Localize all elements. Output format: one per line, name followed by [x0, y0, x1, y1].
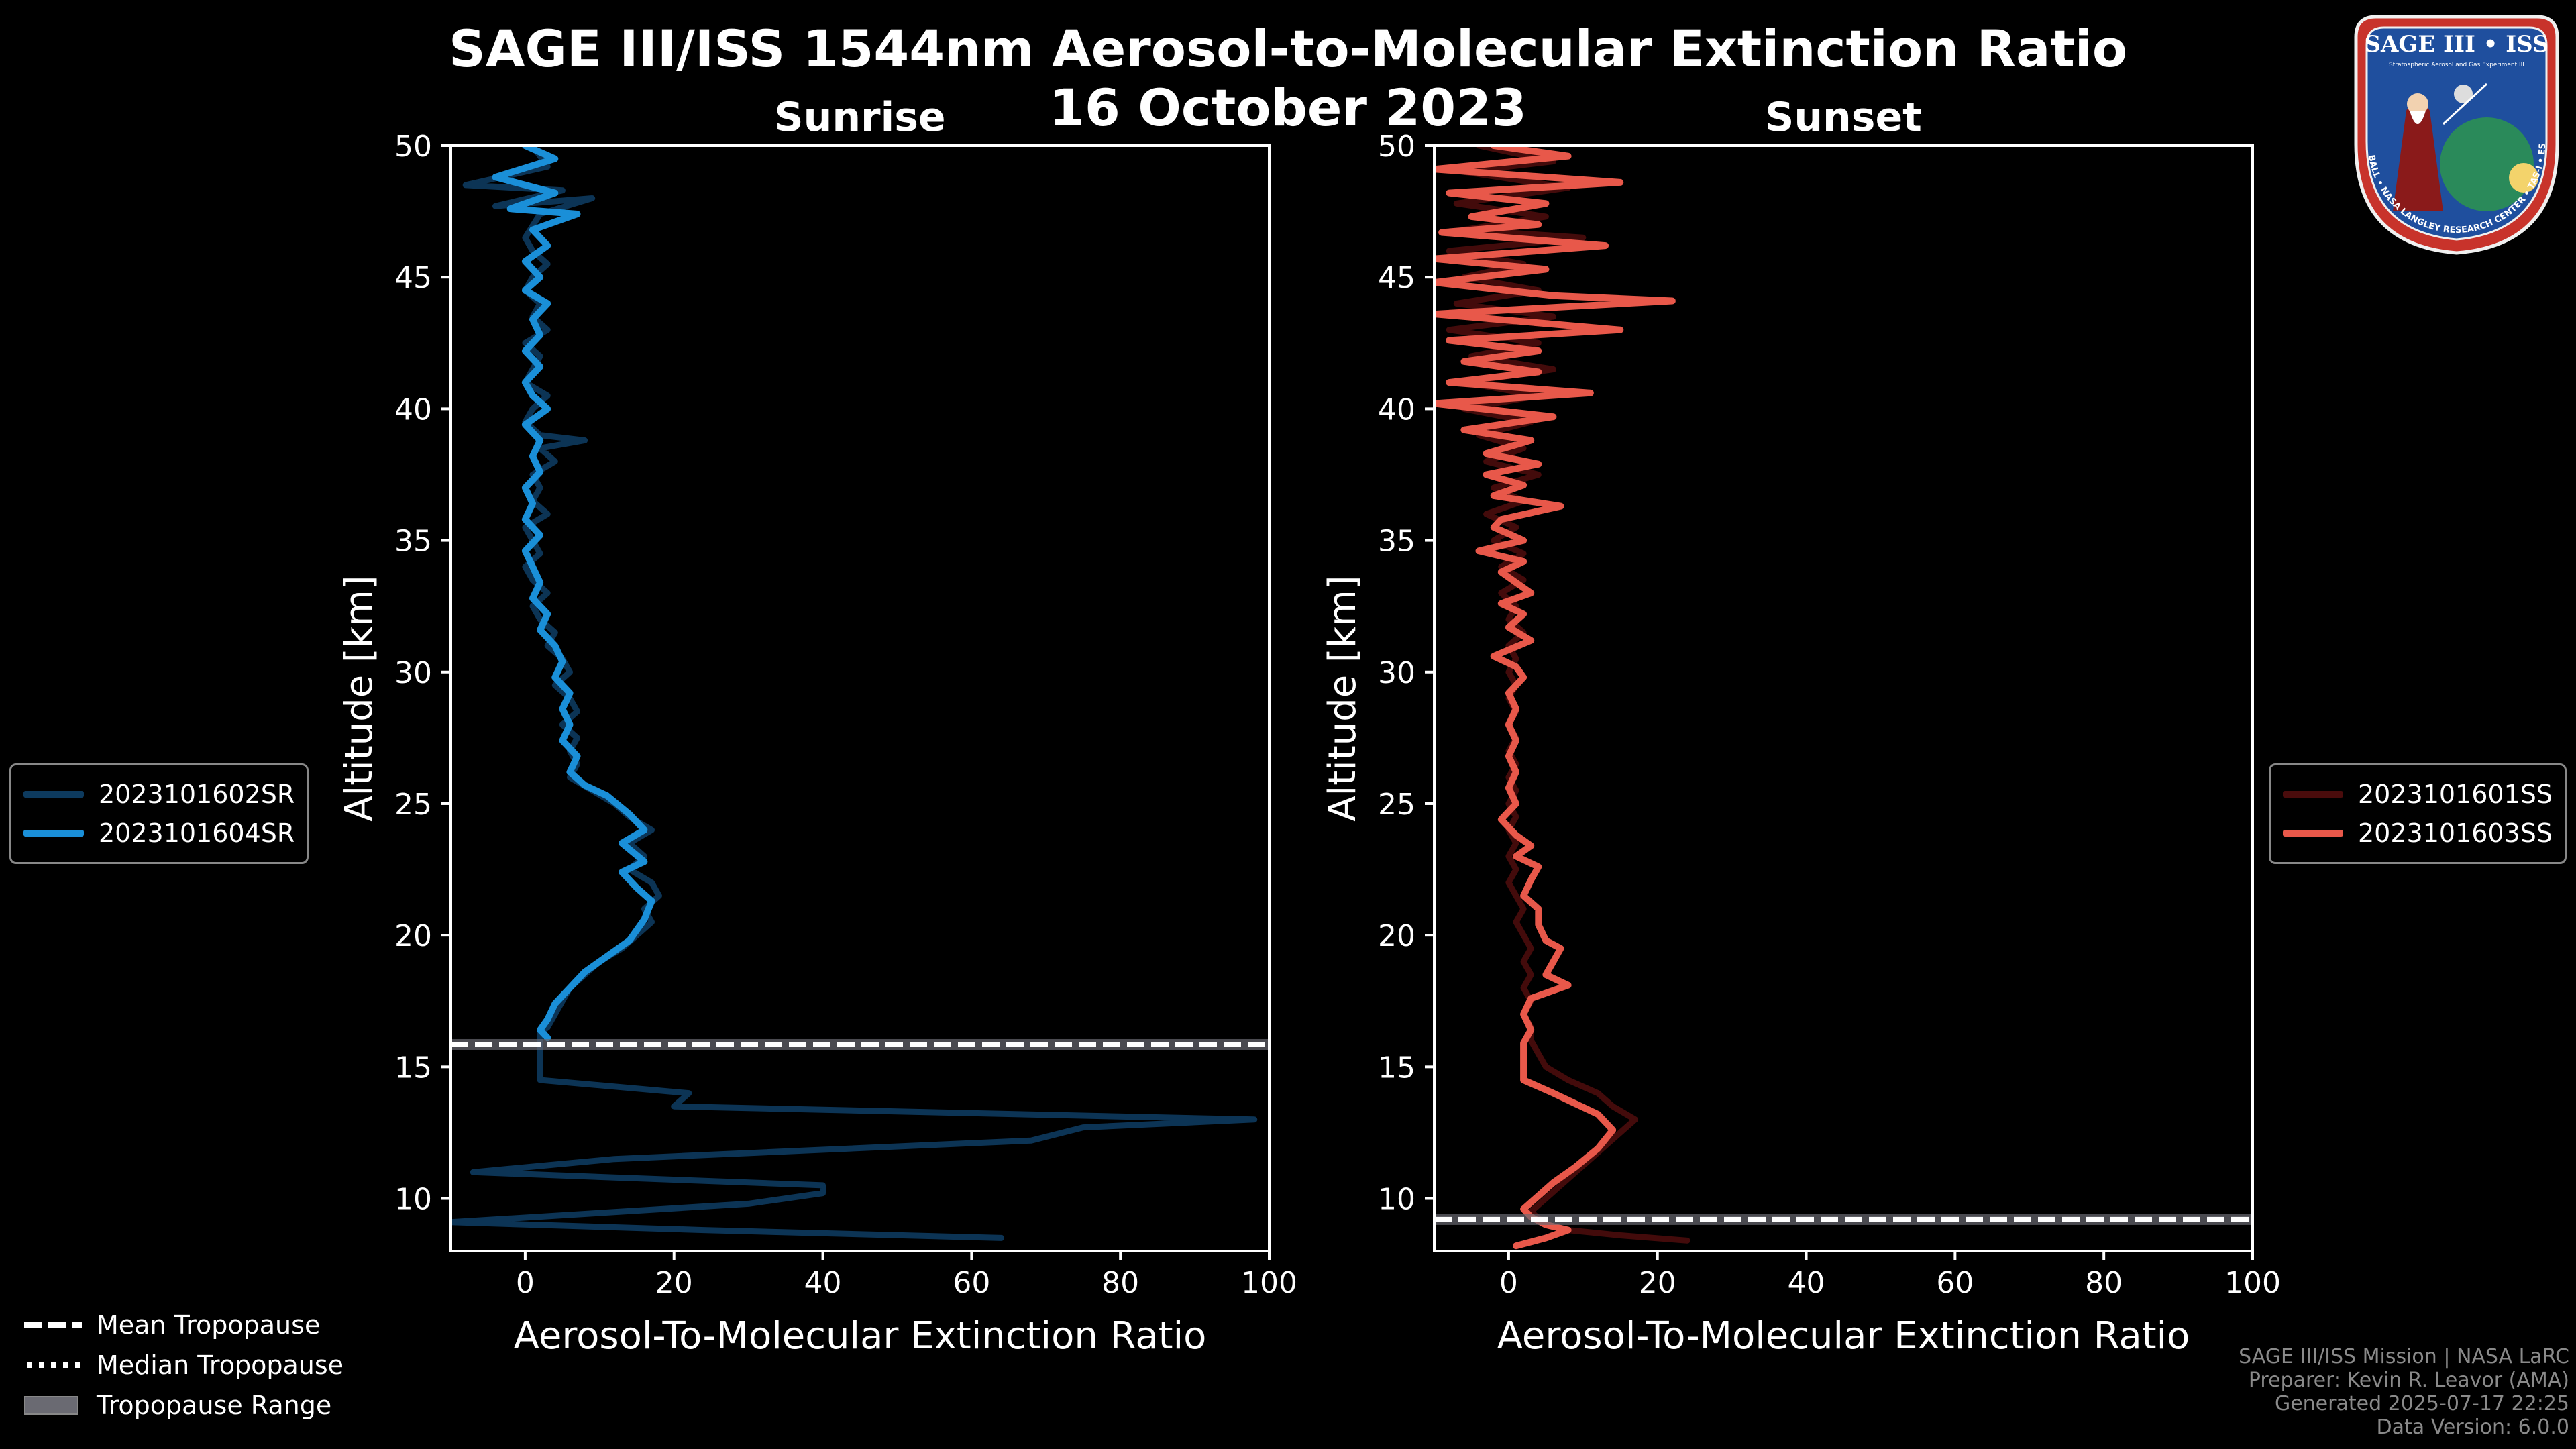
legend-item: 2023101601SS — [2283, 775, 2553, 814]
legend-label: Mean Tropopause — [97, 1310, 321, 1340]
x-tick-label: 0 — [1499, 1266, 1518, 1300]
y-axis-label: Altitude [km] — [337, 575, 381, 821]
y-tick-label: 30 — [1378, 656, 1415, 690]
series-group — [1434, 146, 2253, 1250]
legend-label: 2023101602SR — [99, 780, 295, 809]
legend-item-median-tropopause: Median Tropopause — [24, 1345, 343, 1385]
chart-panel-sunset: Sunset 0 20 40 60 80 100 10 15 20 25 30 35 40 45 50 Aero… — [1321, 94, 2281, 1358]
x-tick-label: 40 — [804, 1266, 842, 1300]
range-swatch-icon — [24, 1396, 78, 1415]
sage-mission-logo: SAGE III • ISS Stratospheric Aerosol and… — [2343, 10, 2559, 255]
y-tick-label: 35 — [394, 525, 432, 559]
axes-frame — [1433, 144, 2254, 1252]
y-tick-label: 50 — [394, 129, 432, 164]
y-tick-label: 25 — [394, 788, 432, 822]
dotted-line-icon — [27, 1362, 82, 1368]
chart-panel-sunrise: Sunrise 0 20 40 60 80 100 10 15 20 25 30 35 40 45 50 Aer… — [337, 94, 1297, 1358]
y-axis-label: Altitude [km] — [1321, 575, 1364, 821]
footer-line: Preparer: Kevin R. Leavor (AMA) — [2248, 1368, 2569, 1392]
x-tick-label: 60 — [953, 1266, 990, 1300]
plot-area — [451, 146, 1269, 1251]
legend-sunrise: 2023101602SR 2023101604SR — [9, 763, 309, 864]
y-tick-label: 35 — [1378, 525, 1415, 559]
chart-title-line1: SAGE III/ISS 1544nm Aerosol-to-Molecular… — [448, 19, 2128, 78]
x-tick-label: 100 — [1241, 1266, 1297, 1300]
footer-line: Data Version: 6.0.0 — [2376, 1415, 2569, 1439]
x-tick-label: 20 — [1639, 1266, 1676, 1300]
legend-item: 2023101604SR — [23, 814, 294, 853]
legend-label: 2023101601SS — [2358, 780, 2553, 809]
panel-title: Sunset — [1765, 94, 1922, 141]
y-tick-label: 20 — [394, 919, 432, 953]
y-tick-label: 20 — [1378, 919, 1415, 953]
y-tick-label: 25 — [1378, 788, 1415, 822]
series-line-2023101602SR — [451, 146, 1258, 1241]
series-line-2023101603SS — [1434, 146, 1676, 1250]
x-tick-label: 60 — [1936, 1266, 1974, 1300]
y-tick-label: 15 — [1378, 1051, 1415, 1085]
y-tick-label: 50 — [1378, 129, 1415, 164]
legend-label: Median Tropopause — [97, 1350, 343, 1380]
footer-credits: SAGE III/ISS Mission | NASA LaRC Prepare… — [2239, 1345, 2569, 1439]
x-tick-label: 0 — [516, 1266, 535, 1300]
legend-label: Tropopause Range — [97, 1391, 332, 1420]
legend-label: 2023101604SR — [99, 818, 295, 848]
y-tick-label: 15 — [394, 1051, 432, 1085]
panel-title: Sunrise — [774, 94, 945, 141]
legend-swatch — [2283, 791, 2343, 798]
x-axis-label: Aerosol-To-Molecular Extinction Ratio — [1497, 1314, 2190, 1358]
x-tick-label: 80 — [1102, 1266, 1139, 1300]
legend-item-mean-tropopause: Mean Tropopause — [24, 1305, 343, 1345]
x-tick-label: 100 — [2224, 1266, 2281, 1300]
y-tick-label: 40 — [394, 392, 432, 427]
y-tick-label: 10 — [1378, 1183, 1415, 1217]
axes-frame — [449, 144, 1271, 1252]
y-tick-label: 10 — [394, 1183, 432, 1217]
legend-item: 2023101603SS — [2283, 814, 2553, 853]
legend-item-tropopause-range: Tropopause Range — [24, 1385, 343, 1426]
legend-item: 2023101602SR — [23, 775, 294, 814]
footer-line: Generated 2025-07-17 22:25 — [2274, 1392, 2569, 1415]
legend-swatch — [2283, 830, 2343, 837]
tropopause-legend: Mean Tropopause Median Tropopause Tropop… — [24, 1305, 343, 1426]
plot-area — [1434, 146, 2253, 1251]
footer-line: SAGE III/ISS Mission | NASA LaRC — [2239, 1345, 2569, 1368]
y-tick-label: 30 — [394, 656, 432, 690]
x-tick-label: 80 — [2085, 1266, 2123, 1300]
x-axis-label: Aerosol-To-Molecular Extinction Ratio — [514, 1314, 1207, 1358]
legend-label: 2023101603SS — [2358, 818, 2553, 848]
y-tick-label: 45 — [1378, 261, 1415, 295]
legend-swatch — [23, 830, 84, 837]
legend-swatch — [23, 791, 84, 798]
x-tick-label: 20 — [655, 1266, 693, 1300]
logo-title: SAGE III • ISS — [2364, 31, 2548, 58]
series-group — [451, 146, 1269, 1241]
chart-title-line2: 16 October 2023 — [1049, 78, 1527, 138]
series-line-2023101604SR — [492, 146, 655, 1042]
logo-subtitle: Stratospheric Aerosol and Gas Experiment… — [2389, 62, 2524, 68]
dashed-line-icon — [24, 1322, 82, 1328]
x-tick-label: 40 — [1788, 1266, 1825, 1300]
y-tick-label: 40 — [1378, 392, 1415, 427]
legend-sunset: 2023101601SS 2023101603SS — [2269, 763, 2567, 864]
y-tick-label: 45 — [394, 261, 432, 295]
